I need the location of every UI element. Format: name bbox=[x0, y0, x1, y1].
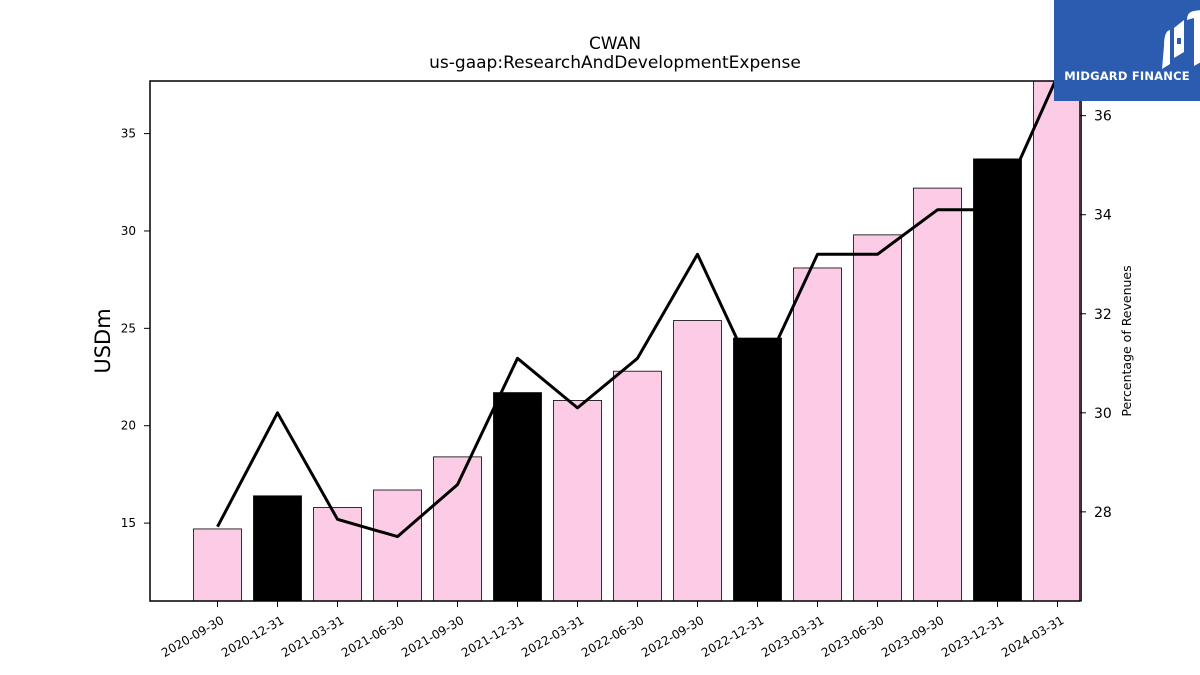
bar-2022-09-30 bbox=[673, 320, 722, 602]
bar-2021-03-31 bbox=[313, 507, 362, 602]
y2-tick-label: 32 bbox=[1094, 307, 1112, 323]
x-tick-label: 2022-09-30 bbox=[639, 613, 706, 660]
y2-tick-label: 36 bbox=[1094, 109, 1112, 125]
bar-2023-06-30 bbox=[853, 234, 902, 602]
x-tick-label: 2023-09-30 bbox=[879, 613, 946, 660]
y-tick-label: 30 bbox=[121, 224, 136, 238]
y-tick-label: 20 bbox=[121, 419, 136, 433]
x-tick-label: 2023-06-30 bbox=[819, 613, 886, 660]
x-axis-ticks: 2020-09-302020-12-312021-03-312021-06-30… bbox=[159, 601, 1066, 660]
bar-2023-12-31 bbox=[973, 158, 1022, 602]
x-tick-label: 2023-03-31 bbox=[759, 613, 826, 660]
x-tick-label: 2024-03-31 bbox=[999, 613, 1066, 660]
y2-tick-label: 28 bbox=[1094, 505, 1112, 521]
x-tick-label: 2020-09-30 bbox=[159, 613, 226, 660]
bars-group bbox=[193, 80, 1082, 602]
bar-2022-03-31 bbox=[553, 400, 602, 602]
y-tick-label: 35 bbox=[121, 127, 136, 141]
bar-2021-09-30 bbox=[433, 456, 482, 602]
bar-2020-12-31 bbox=[253, 495, 302, 602]
x-tick-label: 2021-12-31 bbox=[459, 613, 526, 660]
y-axis-label: USDm bbox=[91, 308, 115, 373]
bar-2021-06-30 bbox=[373, 489, 422, 602]
bar-2024-03-31 bbox=[1033, 80, 1082, 602]
x-tick-label: 2022-03-31 bbox=[519, 613, 586, 660]
bar-2021-12-31 bbox=[493, 392, 542, 602]
x-tick-label: 2022-06-30 bbox=[579, 613, 646, 660]
y-axis-ticks: 15 20 25 30 35 bbox=[121, 127, 150, 530]
bar-2023-03-31 bbox=[793, 267, 842, 602]
chart-subtitle: us-gaap:ResearchAndDevelopmentExpense bbox=[429, 53, 801, 73]
x-tick-label: 2023-12-31 bbox=[939, 613, 1006, 660]
midgard-finance-logo: MIDGARD FINANCE bbox=[1054, 0, 1200, 101]
x-tick-label: 2020-12-31 bbox=[219, 613, 286, 660]
bar-2022-12-31 bbox=[733, 337, 782, 602]
percentage-line bbox=[216, 75, 1059, 539]
x-tick-label: 2021-09-30 bbox=[399, 613, 466, 660]
y2-tick-label: 30 bbox=[1094, 406, 1112, 422]
y2-axis-label: Percentage of Revenues bbox=[1119, 265, 1134, 416]
x-tick-label: 2021-06-30 bbox=[339, 613, 406, 660]
x-tick-label: 2022-12-31 bbox=[699, 613, 766, 660]
chart-title: CWAN bbox=[589, 34, 641, 54]
y-tick-label: 15 bbox=[121, 516, 136, 530]
y-tick-label: 25 bbox=[121, 321, 136, 335]
y2-axis-ticks: 28 30 32 34 36 bbox=[1080, 109, 1112, 521]
bar-2020-09-30 bbox=[193, 528, 242, 602]
plot-frame bbox=[149, 80, 1081, 602]
x-tick-label: 2021-03-31 bbox=[279, 613, 346, 660]
y2-tick-label: 34 bbox=[1094, 208, 1112, 224]
bar-2023-09-30 bbox=[913, 187, 962, 602]
logo-mark-icon bbox=[1162, 10, 1200, 69]
brand-name: MIDGARD FINANCE bbox=[1064, 69, 1190, 83]
line-group bbox=[216, 75, 1059, 539]
bar-2022-06-30 bbox=[613, 370, 662, 602]
